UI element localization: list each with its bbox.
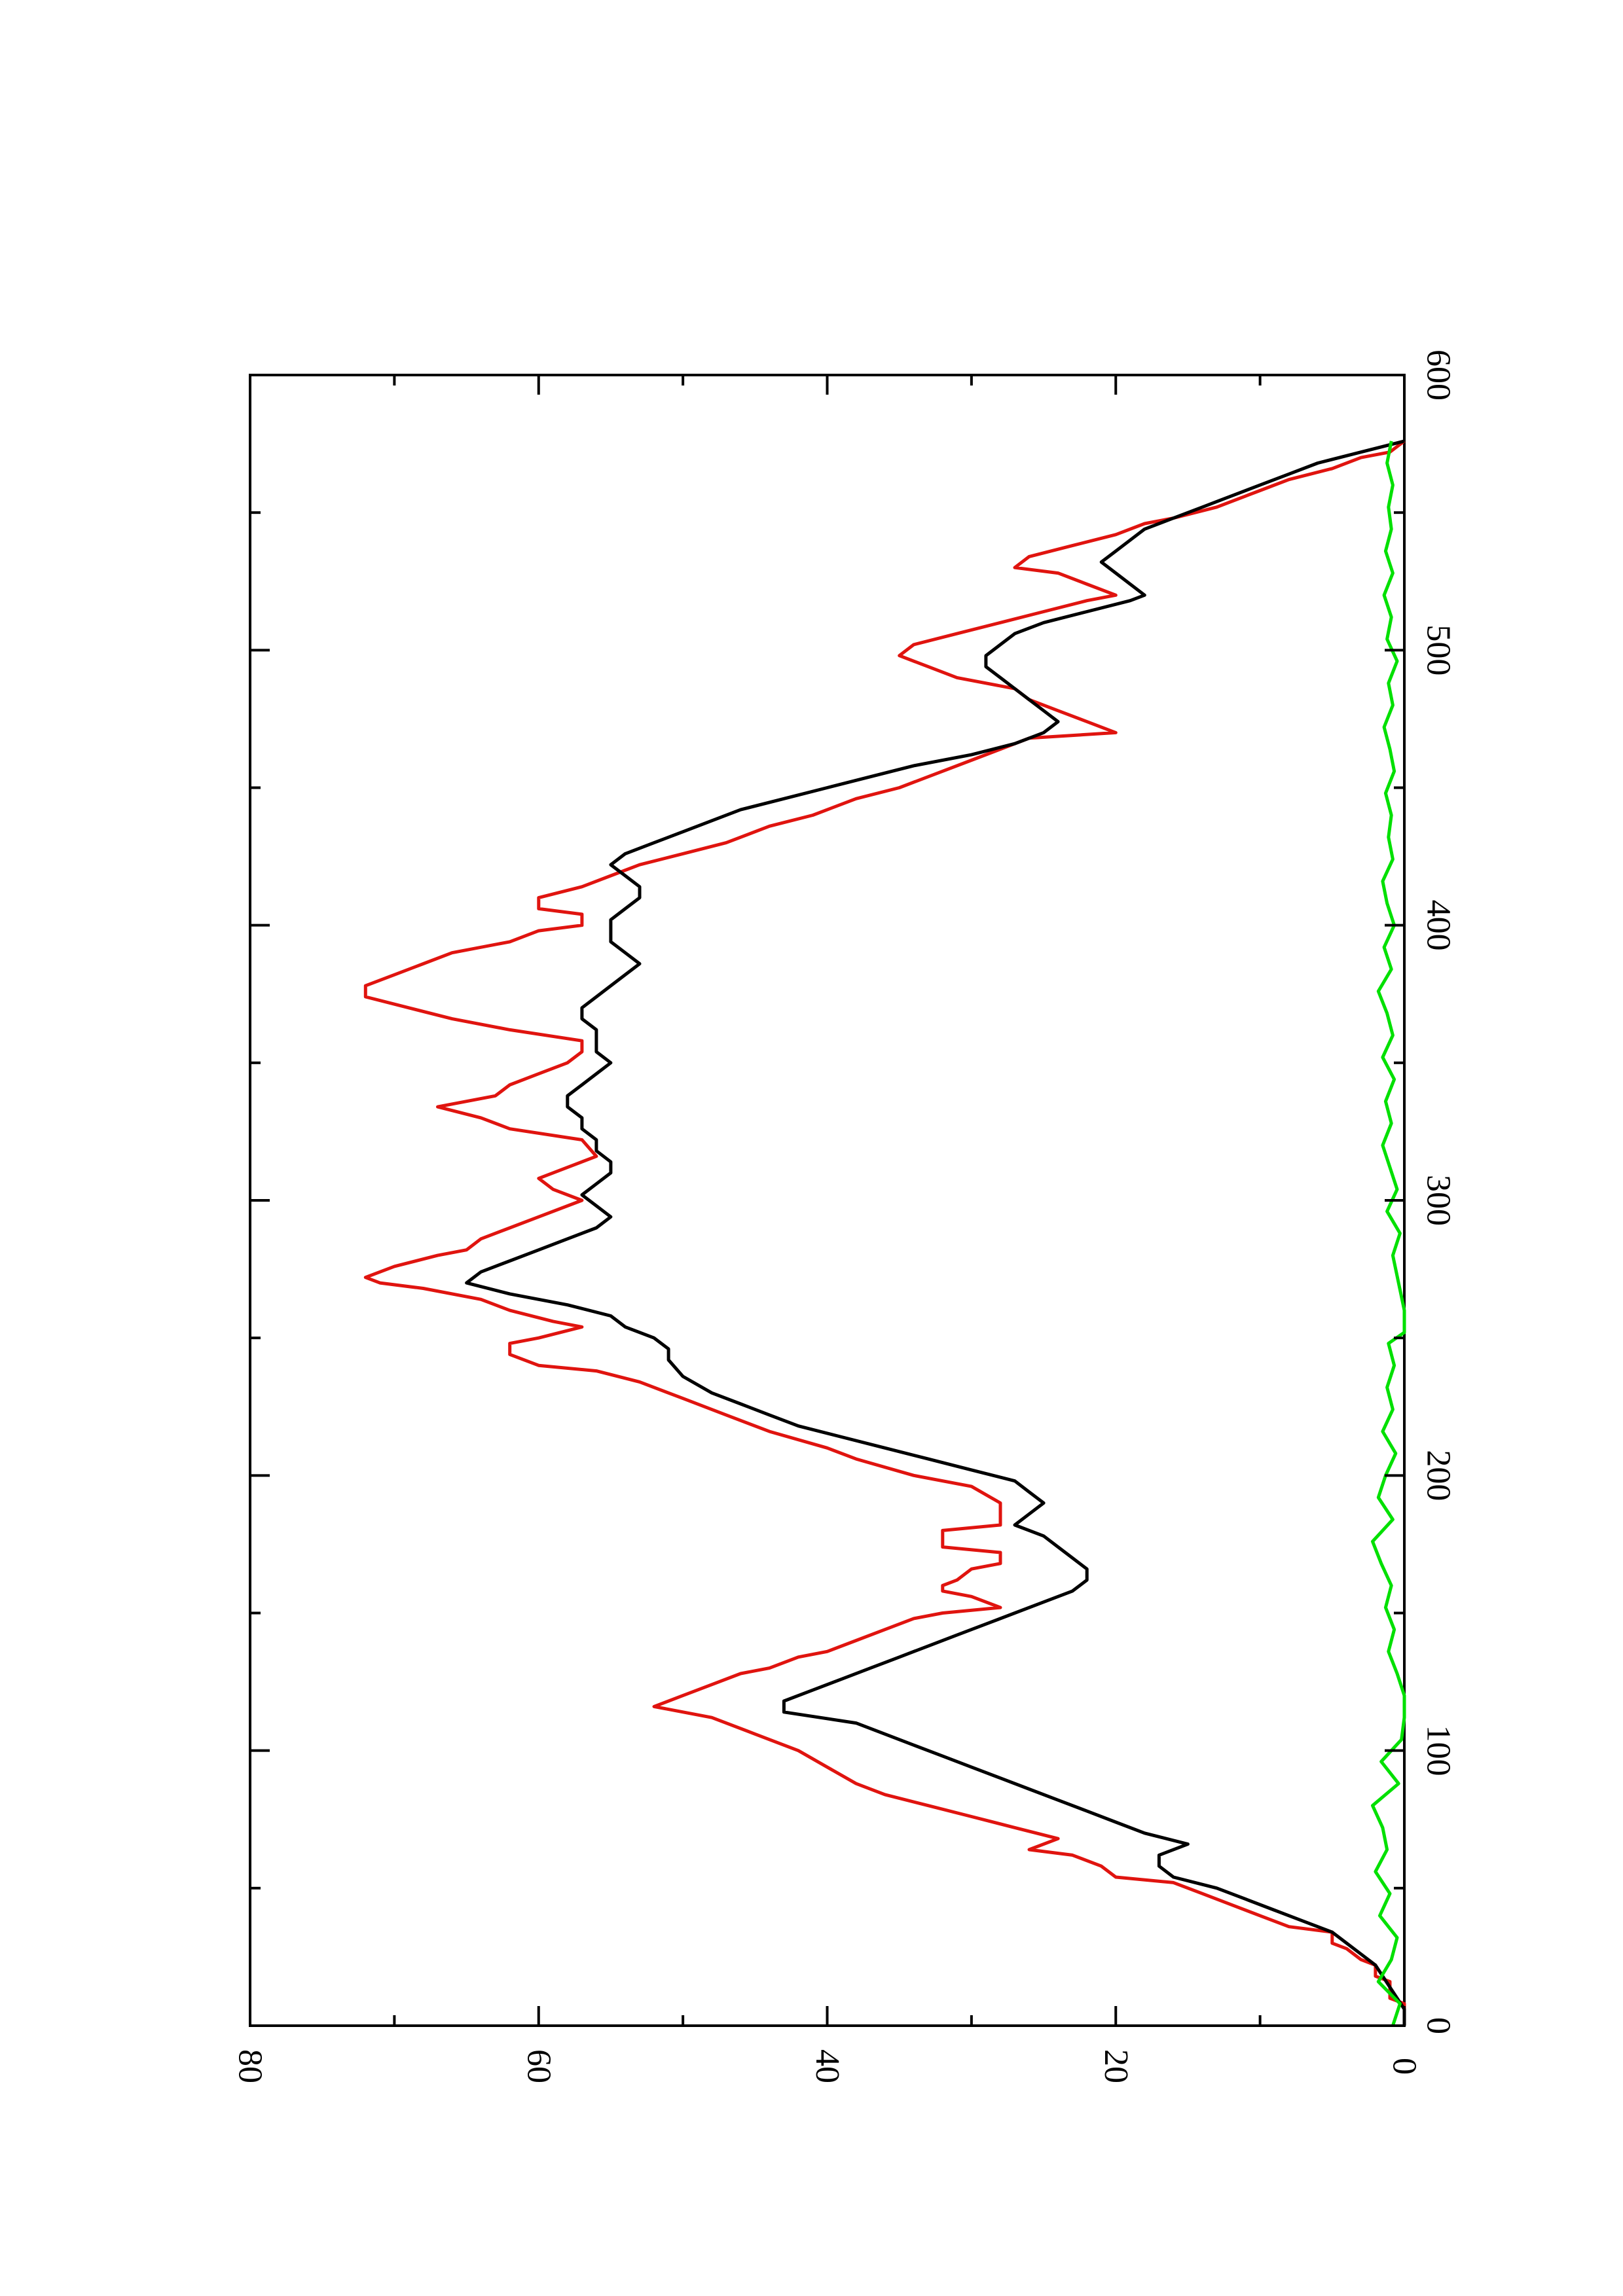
tick-labels-layer: 0 100 200 300 400 500 600 0 20 40 60 80 bbox=[232, 350, 1457, 2083]
x-tick-label-0: 0 bbox=[1420, 2017, 1457, 2034]
x-tick-label-500: 500 bbox=[1420, 624, 1457, 675]
y-tick-label-20: 20 bbox=[1097, 2049, 1135, 2083]
x-tick-label-600: 600 bbox=[1420, 350, 1457, 401]
series-line-3 bbox=[1371, 440, 1406, 2026]
y-tick-label-40: 40 bbox=[809, 2049, 846, 2083]
x-tick-label-100: 100 bbox=[1420, 1725, 1457, 1776]
y-tick-label-60: 60 bbox=[520, 2049, 557, 2083]
series-line-1 bbox=[363, 439, 1406, 2026]
ticks-layer bbox=[249, 374, 1406, 2027]
x-tick-label-400: 400 bbox=[1420, 900, 1457, 951]
x-tick-label-200: 200 bbox=[1420, 1450, 1457, 1501]
series-line-2 bbox=[465, 439, 1406, 2026]
y-tick-label-80: 80 bbox=[232, 2049, 269, 2083]
series-layer bbox=[363, 439, 1406, 2026]
x-tick-label-300: 300 bbox=[1420, 1175, 1457, 1226]
y-tick-label-0: 0 bbox=[1386, 2058, 1423, 2075]
plot-frame bbox=[249, 374, 1406, 2027]
